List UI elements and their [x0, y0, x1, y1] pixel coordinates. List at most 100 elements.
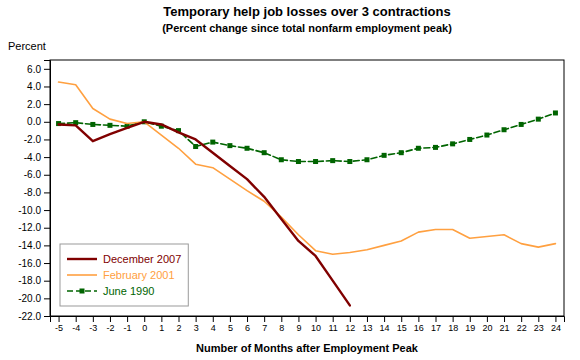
x-tick: 24	[551, 316, 561, 333]
x-tick-label: 21	[500, 323, 510, 333]
x-tick: 23	[534, 316, 544, 333]
y-tick: -6.0	[24, 169, 50, 180]
x-tick-mark	[179, 316, 180, 322]
title: Temporary help job losses over 3 contrac…	[163, 4, 450, 19]
x-tick-mark	[418, 316, 419, 322]
x-tick: -3	[89, 316, 97, 333]
legend-swatch	[67, 258, 97, 260]
series-marker	[296, 159, 301, 164]
x-tick-mark	[470, 316, 471, 322]
y-tick: -16.0	[18, 258, 50, 269]
legend-swatch	[67, 274, 97, 276]
y-tick: -2.0	[24, 134, 50, 145]
x-tick-label: -1	[124, 323, 132, 333]
x-tick-mark	[127, 316, 128, 322]
x-tick-label: 14	[380, 323, 390, 333]
series-marker	[519, 122, 524, 127]
y-tick-label: -14.0	[18, 240, 41, 251]
y-tick-label: -6.0	[24, 169, 42, 180]
y-axis-title: Percent	[8, 40, 46, 52]
series	[59, 122, 350, 306]
series-marker	[313, 159, 318, 164]
x-tick-label: 2	[176, 323, 181, 333]
series-marker	[364, 157, 369, 162]
y-tick-mark	[44, 210, 50, 211]
y-tick: 4.0	[27, 81, 50, 92]
series-marker	[553, 110, 558, 115]
y-tick-mark	[44, 175, 50, 176]
x-tick-label: 24	[551, 323, 561, 333]
x-tick: 11	[329, 316, 338, 333]
series-marker	[484, 133, 489, 138]
series-marker	[107, 123, 112, 128]
x-tick: 15	[397, 316, 407, 333]
y-tick-mark	[44, 104, 50, 105]
x-tick-label: 11	[329, 323, 338, 333]
x-tick: 0	[142, 316, 147, 333]
x-tick-label: 20	[482, 323, 492, 333]
series-marker	[227, 143, 232, 148]
x-tick-mark	[555, 316, 556, 322]
y-tick-label: -18.0	[18, 275, 41, 286]
series-marker	[279, 157, 284, 162]
series-marker	[347, 159, 352, 164]
y-tick-label: -10.0	[18, 205, 41, 216]
y-tick-mark	[44, 228, 50, 229]
x-tick-mark	[384, 316, 385, 322]
x-axis-title: Number of Months after Employment Peak	[196, 342, 419, 354]
series-marker	[433, 145, 438, 150]
series-marker	[90, 122, 95, 127]
x-tick: -1	[124, 316, 132, 333]
x-tick-mark	[504, 316, 505, 322]
y-tick-mark	[44, 281, 50, 282]
x-tick: 8	[279, 316, 284, 333]
series	[56, 110, 558, 164]
y-tick-mark	[44, 86, 50, 87]
x-tick: 2	[176, 316, 181, 333]
y-axis: 6.04.02.00.0-2.0-4.0-6.0-8.0-10.0-12.0-1…	[18, 61, 50, 322]
series	[59, 82, 556, 254]
x-axis: -5-4-3-2-1012345678910111213141516171819…	[51, 316, 565, 333]
x-tick: 21	[500, 316, 510, 333]
series-marker	[330, 158, 335, 163]
y-tick-mark	[44, 122, 50, 123]
x-tick-mark	[538, 316, 539, 322]
x-tick: 6	[245, 316, 250, 333]
y-tick-mark	[44, 298, 50, 299]
legend-label: June 1990	[103, 285, 154, 297]
x-tick-label: -5	[55, 323, 63, 333]
subtitle: (Percent change since total nonfarm empl…	[162, 22, 452, 34]
x-tick-label: 15	[397, 323, 407, 333]
x-tick: -4	[72, 316, 80, 333]
x-tick: 20	[482, 316, 492, 333]
x-tick-mark	[247, 316, 248, 322]
y-tick-mark	[44, 157, 50, 158]
legend-label: February 2001	[103, 269, 175, 281]
y-tick: -18.0	[18, 275, 50, 286]
x-tick: 13	[362, 316, 372, 333]
x-tick-mark	[281, 316, 282, 322]
x-tick: 3	[194, 316, 199, 333]
x-tick-mark	[161, 316, 162, 322]
y-tick-label: -20.0	[18, 293, 41, 304]
y-tick-label: 0.0	[27, 116, 41, 127]
legend-label: December 2007	[103, 253, 181, 265]
legend-item: June 1990	[67, 285, 154, 297]
x-tick-mark	[436, 316, 437, 322]
x-tick-label: -3	[89, 323, 97, 333]
x-tick: 7	[262, 316, 267, 333]
x-tick-mark	[521, 316, 522, 322]
x-tick-mark	[196, 316, 197, 322]
x-tick-label: 22	[517, 323, 527, 333]
y-tick: 2.0	[27, 99, 50, 110]
x-tick: -5	[55, 316, 63, 333]
x-tick-label: 9	[296, 323, 301, 333]
legend-marker	[80, 289, 85, 294]
series-marker	[450, 141, 455, 146]
y-tick: -8.0	[24, 187, 50, 198]
series-marker	[536, 117, 541, 122]
x-tick-label: 3	[194, 323, 199, 333]
x-tick-mark	[59, 316, 60, 322]
x-tick: 12	[345, 316, 355, 333]
x-axis-line	[51, 317, 565, 323]
